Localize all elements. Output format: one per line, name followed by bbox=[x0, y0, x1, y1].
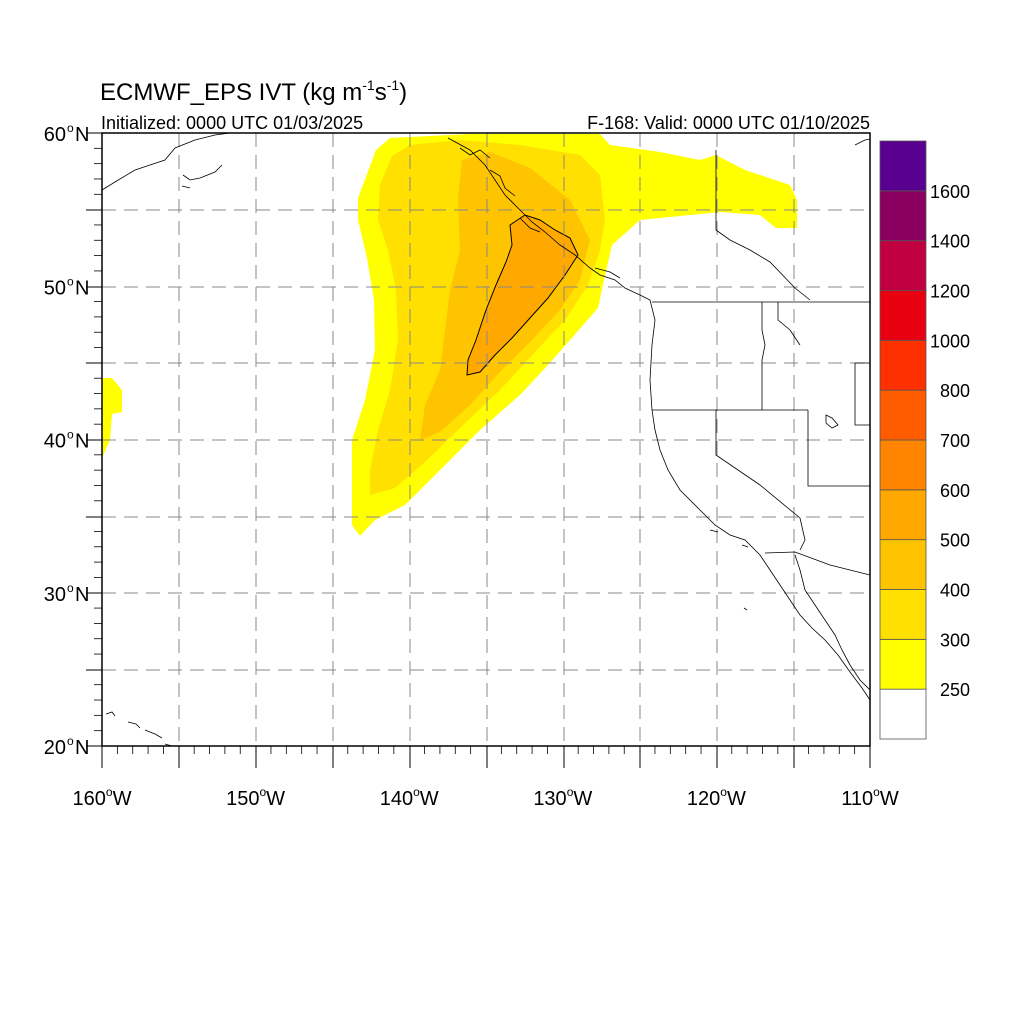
alaska-coast bbox=[102, 133, 231, 191]
valid-time-label: F-168: Valid: 0000 UTC 01/10/2025 bbox=[587, 113, 870, 133]
colorbar-level-label: 600 bbox=[940, 481, 970, 501]
lat-unit: N bbox=[75, 277, 89, 299]
colorbar-level-label: 1400 bbox=[930, 232, 970, 252]
graticule bbox=[102, 133, 870, 746]
colorbar-box bbox=[879, 290, 927, 341]
degree-symbol: o bbox=[67, 428, 74, 442]
figure-title: ECMWF_EPS IVT (kg m-1s-1) bbox=[100, 77, 407, 106]
lon-label: 110oW bbox=[841, 785, 899, 810]
colorbar-level-label: 500 bbox=[940, 531, 970, 551]
lat-unit: N bbox=[75, 584, 89, 606]
colorbar-box bbox=[879, 688, 927, 740]
init-time-label: Initialized: 0000 UTC 01/03/2025 bbox=[101, 113, 363, 133]
lat-label: 50 bbox=[44, 277, 66, 299]
colorbar-level-label: 400 bbox=[940, 581, 970, 601]
colorbar-level-label: 1600 bbox=[930, 182, 970, 202]
colorbar-box bbox=[879, 539, 927, 590]
lat-unit: N bbox=[75, 431, 89, 453]
lat-label: 20 bbox=[44, 737, 66, 759]
colorbar-level-label: 700 bbox=[940, 431, 970, 451]
lon-label: 160oW bbox=[73, 785, 132, 810]
us-mexico-border bbox=[764, 551, 870, 576]
political-borders bbox=[652, 150, 870, 576]
colorbar-box bbox=[879, 489, 927, 541]
colorbar-level-label: 1000 bbox=[930, 331, 970, 351]
lat-unit: N bbox=[75, 124, 89, 146]
degree-symbol: o bbox=[67, 734, 74, 748]
lon-label: 120oW bbox=[687, 785, 746, 810]
axis-ticks bbox=[86, 132, 871, 768]
colorbar-box bbox=[879, 240, 927, 291]
map-panel bbox=[86, 132, 871, 768]
colorbar-level-label: 300 bbox=[940, 630, 970, 650]
colorbar-box bbox=[879, 439, 927, 491]
colorbar-box bbox=[879, 389, 927, 441]
latitude-labels: 60 o N50 o N40 o N30 o N20 o N bbox=[44, 121, 90, 759]
ivt-band-250-west bbox=[102, 378, 122, 458]
colorbar-level-label: 250 bbox=[940, 680, 970, 700]
colorbar-box bbox=[879, 140, 927, 192]
colorbar-box bbox=[879, 638, 927, 690]
lat-label: 30 bbox=[44, 584, 66, 606]
minor-ticks bbox=[94, 147, 856, 754]
lat-label: 60 bbox=[44, 124, 66, 146]
degree-symbol: o bbox=[67, 581, 74, 595]
hawaii-islands bbox=[105, 711, 116, 717]
colorbar-level-label: 1200 bbox=[930, 282, 970, 302]
lon-label: 150oW bbox=[226, 785, 285, 810]
colorbar-box bbox=[879, 339, 927, 391]
longitude-labels: 160oW 150oW 140oW 130oW 120oW 110oW bbox=[73, 785, 899, 810]
colorbar-level-label: 800 bbox=[940, 381, 970, 401]
lat-unit: N bbox=[75, 737, 89, 759]
ivt-colorbar: 250 300 400 500 600 700 800 1000 1200 1400 1600 bbox=[879, 140, 970, 740]
degree-symbol: o bbox=[67, 121, 74, 135]
ivt-band-500 bbox=[466, 214, 579, 376]
lon-label: 140oW bbox=[380, 785, 439, 810]
baja-coast bbox=[794, 554, 870, 691]
lon-label: 130oW bbox=[533, 785, 592, 810]
colorbar-box bbox=[879, 190, 927, 242]
degree-symbol: o bbox=[67, 274, 74, 288]
colorbar-box bbox=[879, 589, 927, 640]
lat-label: 40 bbox=[44, 431, 66, 453]
